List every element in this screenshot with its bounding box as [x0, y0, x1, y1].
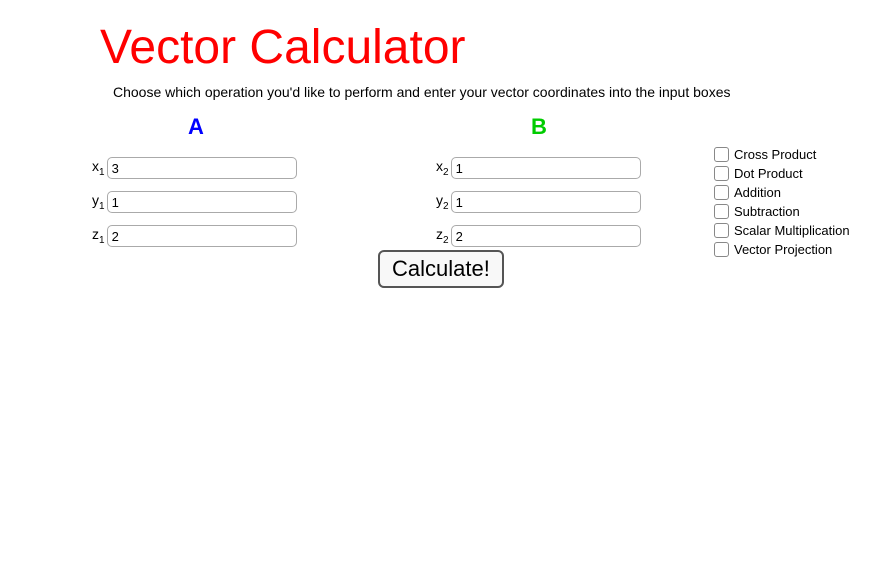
page-title: Vector Calculator [100, 20, 466, 75]
input-group-b-y: y2 [436, 191, 641, 213]
input-b-z[interactable] [451, 225, 641, 247]
label-scalar-multiplication: Scalar Multiplication [734, 223, 850, 238]
option-dot-product: Dot Product [714, 166, 850, 181]
label-dot-product: Dot Product [734, 166, 803, 181]
option-addition: Addition [714, 185, 850, 200]
subtitle: Choose which operation you'd like to per… [113, 84, 730, 100]
operations-panel: Cross Product Dot Product Addition Subtr… [714, 147, 850, 261]
label-subtraction: Subtraction [734, 204, 800, 219]
option-vector-projection: Vector Projection [714, 242, 850, 257]
input-a-z[interactable] [107, 225, 297, 247]
option-scalar-multiplication: Scalar Multiplication [714, 223, 850, 238]
checkbox-dot-product[interactable] [714, 166, 729, 181]
label-addition: Addition [734, 185, 781, 200]
input-group-a-z: z1 [92, 225, 297, 247]
label-vector-projection: Vector Projection [734, 242, 832, 257]
vector-a-header: A [188, 114, 204, 140]
label-a-x: x1 [92, 158, 105, 178]
input-group-b-z: z2 [436, 225, 641, 247]
input-a-y[interactable] [107, 191, 297, 213]
vector-b-header: B [531, 114, 547, 140]
checkbox-subtraction[interactable] [714, 204, 729, 219]
label-b-z: z2 [436, 226, 449, 246]
label-b-y: y2 [436, 192, 449, 212]
checkbox-scalar-multiplication[interactable] [714, 223, 729, 238]
checkbox-cross-product[interactable] [714, 147, 729, 162]
input-group-a-x: x1 [92, 157, 297, 179]
label-a-z: z1 [92, 226, 105, 246]
calculate-button[interactable]: Calculate! [378, 250, 504, 288]
label-b-x: x2 [436, 158, 449, 178]
checkbox-vector-projection[interactable] [714, 242, 729, 257]
checkbox-addition[interactable] [714, 185, 729, 200]
option-subtraction: Subtraction [714, 204, 850, 219]
input-b-x[interactable] [451, 157, 641, 179]
input-group-a-y: y1 [92, 191, 297, 213]
input-a-x[interactable] [107, 157, 297, 179]
option-cross-product: Cross Product [714, 147, 850, 162]
input-group-b-x: x2 [436, 157, 641, 179]
label-a-y: y1 [92, 192, 105, 212]
label-cross-product: Cross Product [734, 147, 816, 162]
input-b-y[interactable] [451, 191, 641, 213]
